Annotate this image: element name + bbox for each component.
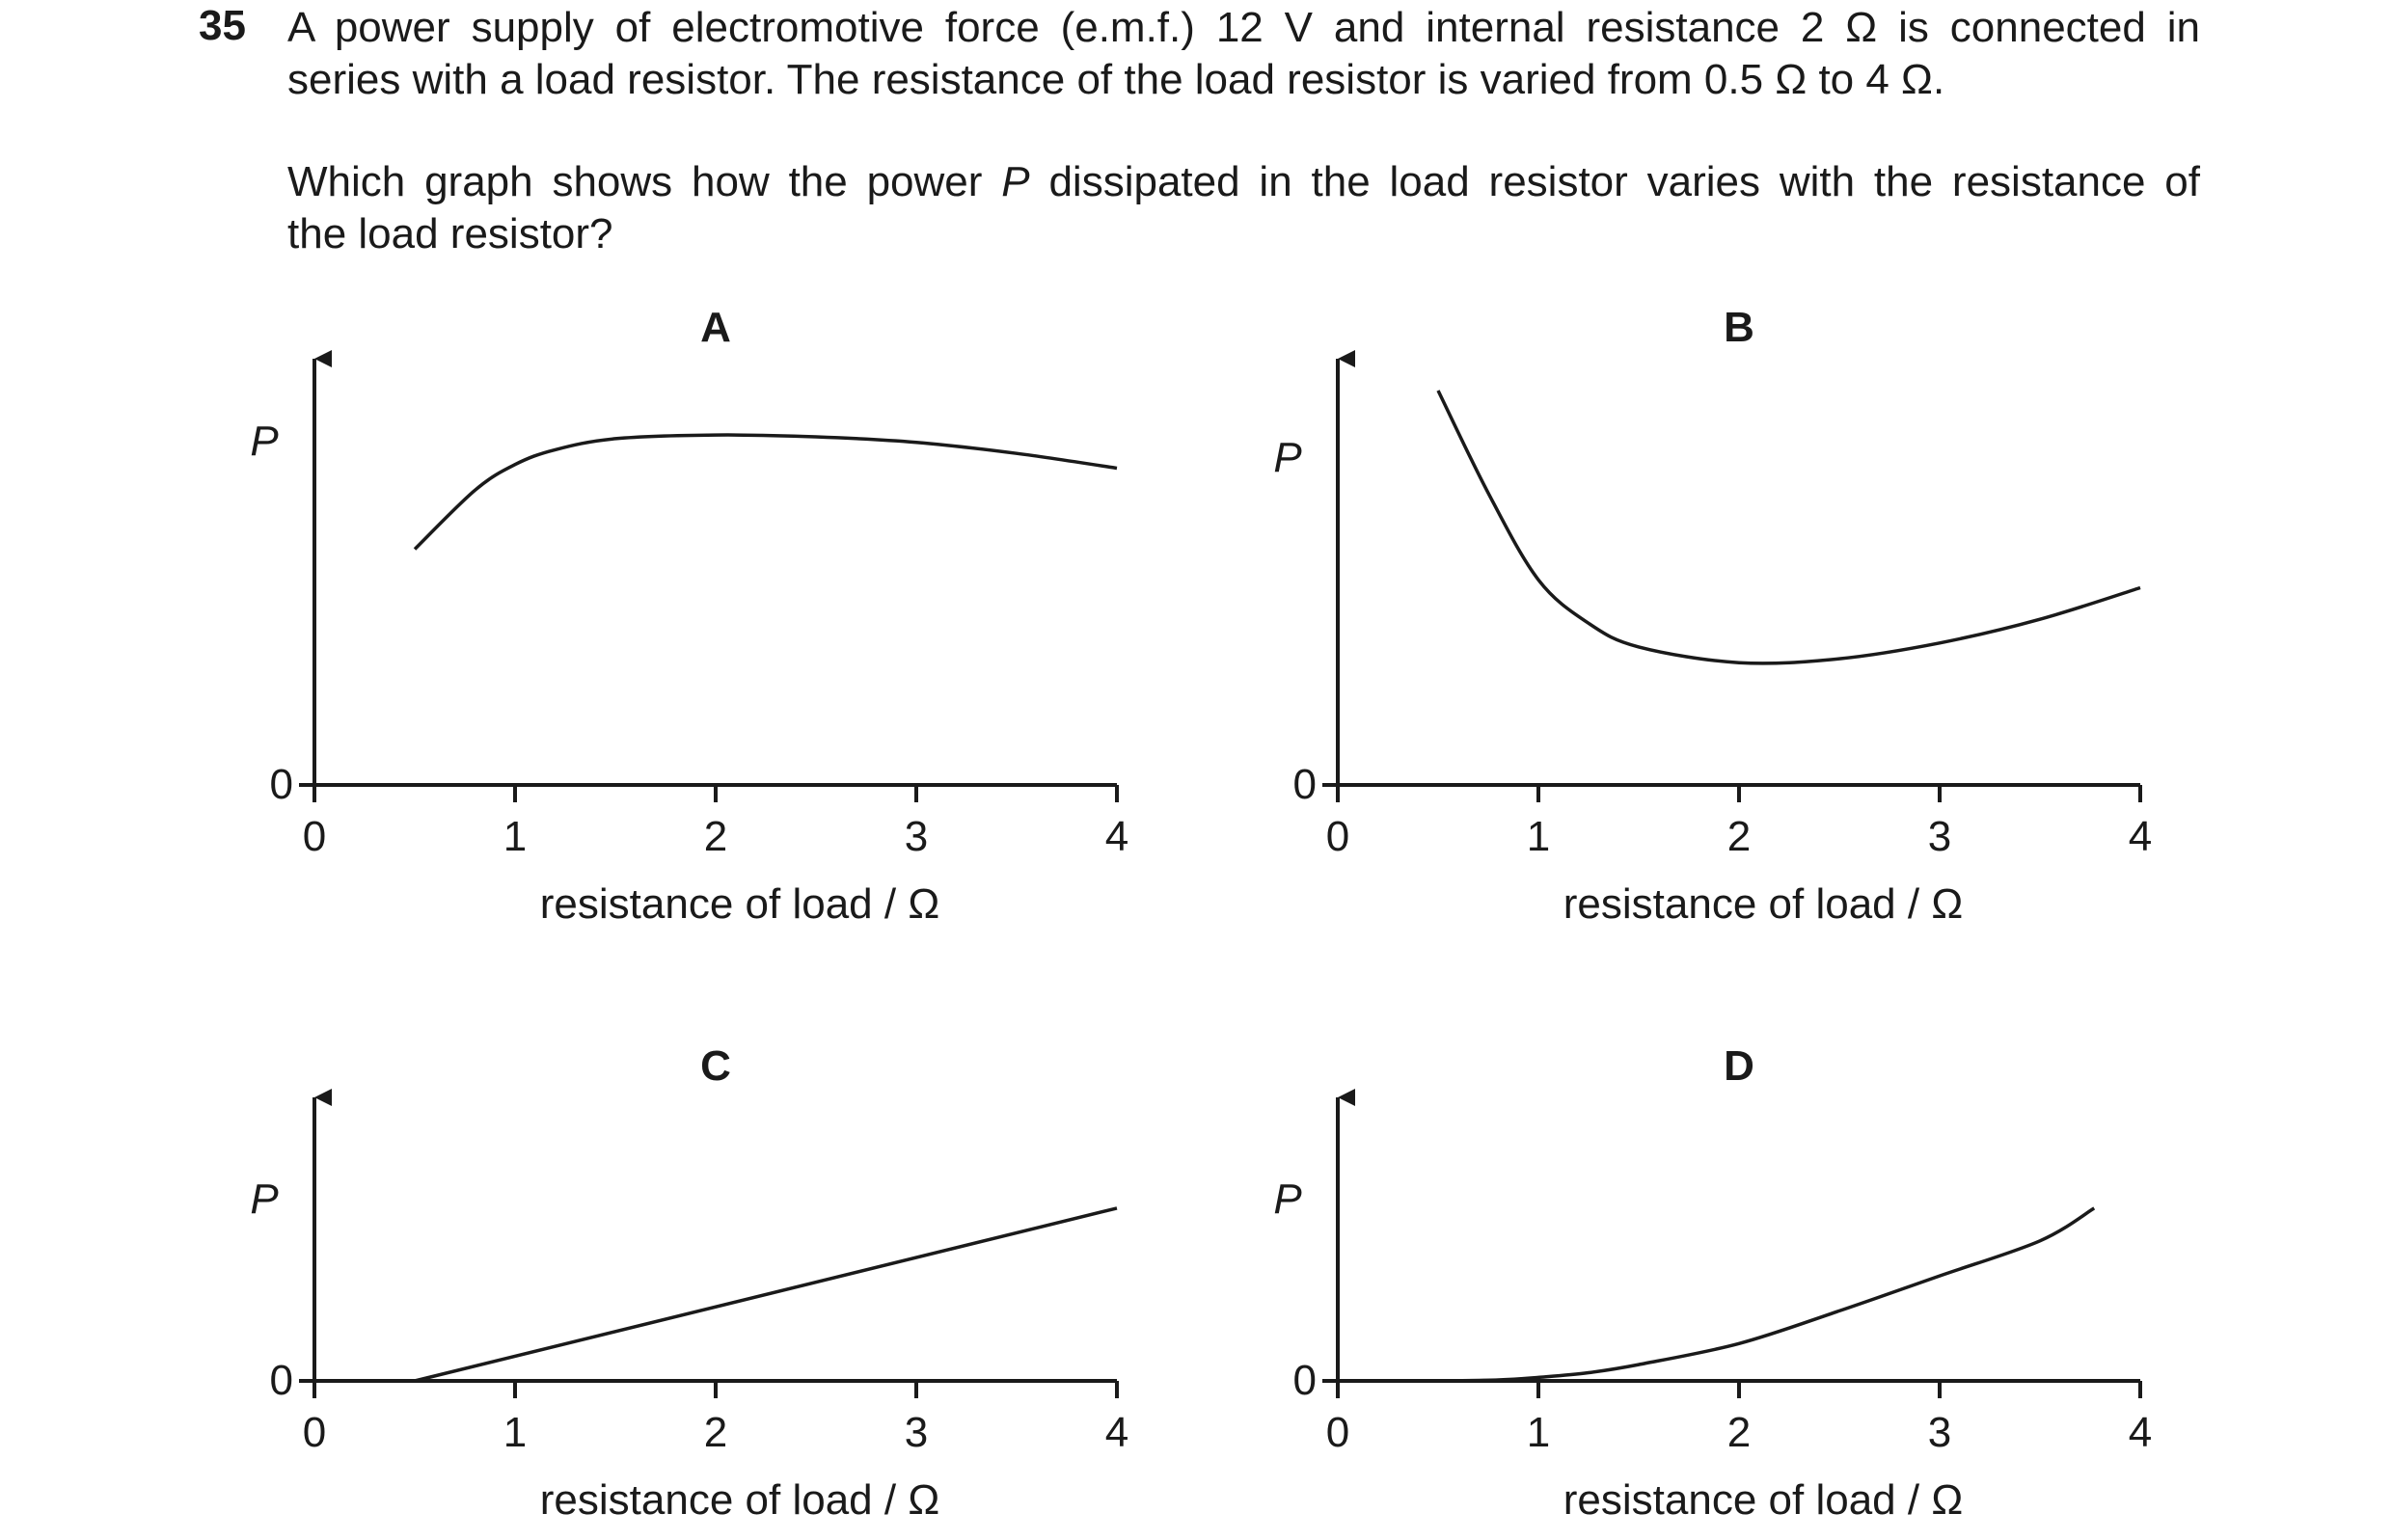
y-axis-label: P bbox=[1273, 1175, 1302, 1223]
x-tick-label: 1 bbox=[503, 1409, 527, 1456]
x-axis-label: resistance of load / Ω bbox=[540, 880, 939, 928]
power-curve-d bbox=[1437, 1206, 2096, 1383]
power-curve-b bbox=[1436, 390, 2141, 665]
y-tick-label-zero: 0 bbox=[1293, 1357, 1317, 1404]
x-axis-label: resistance of load / Ω bbox=[1563, 880, 1963, 928]
x-tick-label: 4 bbox=[1105, 813, 1128, 860]
x-tick-label: 3 bbox=[905, 813, 928, 860]
y-axis-label: P bbox=[250, 1175, 279, 1223]
x-axis-label: resistance of load / Ω bbox=[540, 1476, 939, 1524]
graph-option-a[interactable]: A P 00 1 2 3 4 resistance of load / Ω bbox=[250, 304, 1128, 928]
graph-label-c: C bbox=[700, 1042, 731, 1090]
prompt-variable-p: P bbox=[1001, 158, 1030, 205]
graph-option-c[interactable]: C P 00 1 2 3 4 resistance of load / Ω bbox=[250, 1042, 1128, 1524]
x-tick-label: 2 bbox=[1727, 813, 1751, 860]
question-number: 35 bbox=[199, 2, 246, 49]
prompt-text-before: Which graph shows how the power bbox=[287, 158, 1002, 205]
y-tick-label-zero: 0 bbox=[270, 1357, 293, 1404]
y-axis-label: P bbox=[250, 418, 279, 465]
question-stem-line-2: series with a load resistor. The resista… bbox=[287, 56, 1945, 103]
x-tick-label: 0 bbox=[1326, 1409, 1349, 1456]
y-tick-label-zero: 0 bbox=[1293, 761, 1317, 808]
graph-label-a: A bbox=[700, 304, 731, 351]
x-axis-label: resistance of load / Ω bbox=[1563, 1476, 1963, 1524]
graph-option-b[interactable]: B P 00 1 2 3 4 resistance of load / Ω bbox=[1273, 304, 2152, 928]
y-axis-label: P bbox=[1273, 434, 1302, 481]
question-prompt-line-2: the load resistor? bbox=[287, 210, 613, 257]
x-tick-label: 3 bbox=[1928, 1409, 1951, 1456]
x-tick-label: 2 bbox=[704, 1409, 727, 1456]
y-tick-label-zero: 0 bbox=[270, 761, 293, 808]
graph-label-b: B bbox=[1724, 304, 1754, 351]
x-tick-label: 1 bbox=[1527, 813, 1550, 860]
x-tick-label: 3 bbox=[905, 1409, 928, 1456]
x-tick-label: 2 bbox=[704, 813, 727, 860]
x-tick-label: 0 bbox=[303, 1409, 326, 1456]
graph-option-d[interactable]: D P 00 1 2 3 4 resistance of load / Ω bbox=[1273, 1042, 2152, 1524]
x-tick-label: 0 bbox=[1326, 813, 1349, 860]
x-tick-label: 4 bbox=[2129, 1409, 2152, 1456]
power-curve-c bbox=[414, 1206, 1118, 1383]
power-curve-a bbox=[413, 433, 1118, 551]
question-stem-line-1: A power supply of electromotive force (e… bbox=[287, 4, 2200, 51]
x-tick-label: 4 bbox=[1105, 1409, 1128, 1456]
question-prompt-line-1: Which graph shows how the power P dissip… bbox=[287, 156, 2200, 208]
x-tick-label: 2 bbox=[1727, 1409, 1751, 1456]
graph-label-d: D bbox=[1724, 1042, 1754, 1090]
prompt-text-after: dissipated in the load resistor varies w… bbox=[1029, 158, 2200, 205]
x-tick-label: 1 bbox=[503, 813, 527, 860]
x-tick-label: 4 bbox=[2129, 813, 2152, 860]
x-tick-label: 0 bbox=[303, 813, 326, 860]
x-tick-label: 1 bbox=[1527, 1409, 1550, 1456]
x-tick-label: 3 bbox=[1928, 813, 1951, 860]
